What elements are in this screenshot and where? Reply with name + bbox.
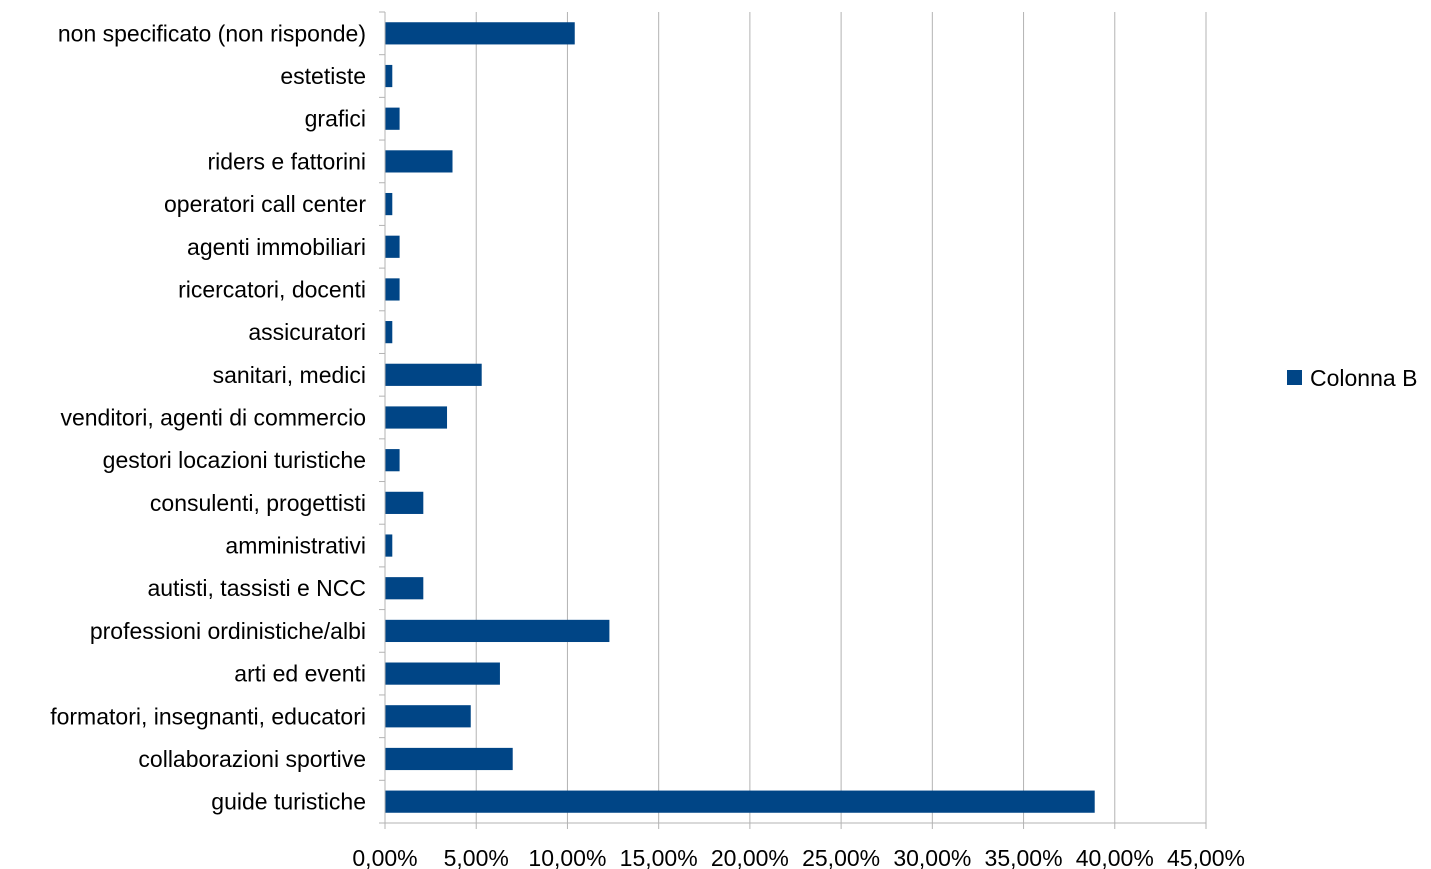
bar <box>385 747 513 771</box>
legend-swatch <box>1287 370 1302 385</box>
x-tick-label: 40,00% <box>1076 845 1154 869</box>
category-label: arti ed eventi <box>234 661 366 687</box>
bar <box>385 150 453 173</box>
legend-label: Colonna B <box>1310 365 1417 391</box>
x-tick-label: 0,00% <box>352 845 417 869</box>
category-label: consulenti, progettisti <box>150 490 366 516</box>
bar <box>385 64 393 88</box>
bar <box>385 577 424 600</box>
category-label: agenti immobiliari <box>187 234 366 260</box>
category-label: non specificato (non risponde) <box>58 20 366 46</box>
bar <box>385 235 400 258</box>
category-labels: non specificato (non risponde) estetiste g… <box>50 20 366 814</box>
category-label: professioni ordinistiche/albi <box>90 618 366 644</box>
x-tick-label: 30,00% <box>893 845 971 869</box>
grid-lines <box>475 12 1207 823</box>
category-label: amministrativi <box>225 533 366 559</box>
legend: Colonna B <box>1287 365 1417 391</box>
bar <box>385 534 393 557</box>
bar <box>385 705 471 728</box>
bar <box>385 662 500 685</box>
category-label: assicuratori <box>248 319 366 345</box>
bar <box>385 406 448 429</box>
bar <box>385 363 482 386</box>
category-label: grafici <box>305 106 366 132</box>
bars <box>385 22 1095 813</box>
x-tick-label: 45,00% <box>1167 845 1245 869</box>
category-label: venditori, agenti di commercio <box>60 405 366 431</box>
category-label: estetiste <box>280 63 366 89</box>
category-label: operatori call center <box>164 191 366 217</box>
category-label: guide turistiche <box>211 789 366 815</box>
category-label: sanitari, medici <box>213 362 366 388</box>
x-tick-label: 15,00% <box>620 845 698 869</box>
bar <box>385 107 400 130</box>
x-tick-label: 10,00% <box>528 845 606 869</box>
category-label: formatori, insegnanti, educatori <box>50 703 366 729</box>
bar <box>385 22 575 45</box>
bar <box>385 449 400 472</box>
x-tick-label: 25,00% <box>802 845 880 869</box>
bar <box>385 790 1095 813</box>
x-tick-label: 20,00% <box>711 845 789 869</box>
axes <box>379 11 1207 829</box>
x-tick-label: 35,00% <box>985 845 1063 869</box>
x-tick-label: 5,00% <box>444 845 509 869</box>
bar <box>385 192 393 216</box>
category-label: gestori locazioni turistiche <box>103 447 366 473</box>
bar <box>385 491 424 514</box>
bar <box>385 278 400 301</box>
bar <box>385 619 610 643</box>
bar <box>385 321 393 344</box>
category-label: ricercatori, docenti <box>178 276 366 302</box>
category-label: autisti, tassisti e NCC <box>147 575 366 601</box>
x-tick-labels: 0,00% 5,00% 10,00% 15,00% 20,00% 25,00% 30,00%… <box>352 845 1245 869</box>
category-label: collaborazioni sportive <box>138 746 366 772</box>
category-label: riders e fattorini <box>207 148 366 174</box>
